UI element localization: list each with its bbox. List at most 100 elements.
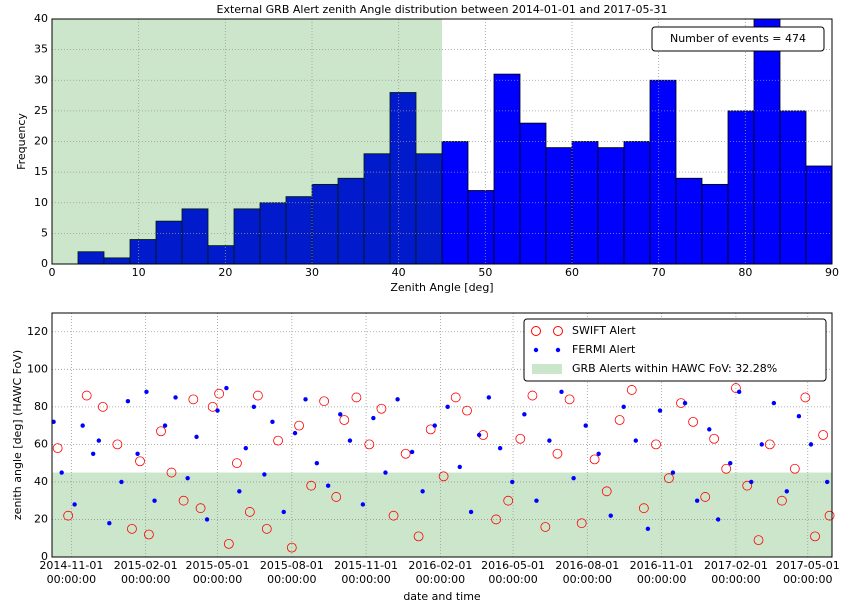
point [90, 451, 96, 456]
point [534, 498, 539, 503]
point [224, 385, 229, 391]
point [438, 471, 449, 482]
y-tick-label: 20 [34, 512, 48, 525]
point [663, 473, 674, 484]
point [808, 442, 814, 447]
point [764, 439, 775, 450]
point [657, 408, 663, 413]
point [207, 401, 218, 412]
y-tick-label: 15 [34, 165, 48, 178]
point [425, 424, 436, 435]
x-tick-label: 70 [652, 266, 666, 279]
point [325, 483, 331, 488]
bar [727, 110, 755, 265]
point [753, 535, 764, 546]
bar [389, 92, 417, 265]
bar [129, 239, 157, 265]
annotation: Number of events = 474 [670, 32, 806, 45]
legend-label: SWIFT Alert [572, 324, 636, 337]
x-tick-label: 2016-02-01 00:00:00 [408, 559, 472, 586]
point [559, 389, 564, 395]
point [688, 416, 699, 427]
point [243, 445, 248, 451]
x-tick-label: 2016-08-01 00:00:00 [555, 559, 619, 586]
point [540, 522, 551, 532]
point [450, 392, 461, 403]
y-axis-label: Frequency [15, 113, 28, 170]
x-tick-label: 2014-11-01 00:00:00 [39, 559, 103, 586]
point [286, 542, 297, 553]
point [608, 513, 613, 518]
point [796, 414, 802, 419]
point [63, 510, 74, 521]
point [204, 517, 210, 522]
point [292, 430, 298, 436]
bar [259, 202, 287, 265]
bar [519, 122, 547, 265]
point [371, 415, 376, 421]
point [125, 399, 131, 404]
x-tick-label: 2015-11-01 00:00:00 [334, 559, 398, 586]
plot-frame [51, 18, 833, 265]
bar [805, 165, 833, 265]
chart-title: External GRB Alert zenith Angle distribu… [217, 3, 668, 16]
point [621, 404, 626, 410]
fov-span [52, 472, 832, 557]
point [700, 492, 711, 502]
point [789, 463, 800, 474]
y-tick-label: 5 [41, 226, 48, 239]
point [707, 427, 712, 432]
point [800, 392, 811, 403]
point [112, 439, 123, 450]
x-tick-label: 2017-02-01 00:00:00 [704, 559, 768, 586]
point [824, 479, 830, 485]
y-tick-label: 0 [41, 550, 48, 563]
y-tick-label: 20 [34, 135, 48, 148]
y-tick-label: 35 [34, 43, 48, 56]
point [347, 438, 353, 443]
point [633, 438, 638, 443]
point [409, 449, 415, 455]
point [503, 495, 514, 506]
point [486, 395, 492, 400]
point [583, 423, 588, 428]
point [364, 439, 375, 450]
point [497, 445, 503, 451]
x-tick-label: 2017-05-01 00:00:00 [776, 559, 840, 586]
point [351, 392, 362, 403]
point [339, 415, 350, 425]
point [645, 526, 651, 532]
point [185, 475, 190, 481]
x-tick-label: 2015-08-01 00:00:00 [260, 559, 324, 586]
y-tick-label: 40 [34, 475, 48, 488]
point [749, 479, 754, 485]
x-tick-label: 2015-05-01 00:00:00 [186, 559, 250, 586]
annotation-box [651, 26, 825, 52]
legend-label: FERMI Alert [572, 343, 636, 356]
point [388, 510, 399, 521]
bar [337, 177, 365, 265]
plot-frame [51, 312, 833, 558]
point [522, 412, 527, 417]
point [152, 498, 157, 503]
y-tick-label: 10 [34, 196, 48, 209]
point [810, 531, 820, 542]
point [694, 498, 700, 503]
point [771, 400, 777, 406]
point [214, 388, 225, 399]
x-tick-label: 20 [218, 266, 232, 279]
point [166, 467, 177, 478]
legend-swatch [532, 364, 562, 374]
point [468, 509, 474, 515]
x-tick-label: 0 [49, 266, 56, 279]
bar [545, 147, 573, 265]
point [784, 489, 789, 494]
y-tick-label: 40 [34, 12, 48, 25]
point [395, 397, 400, 402]
x-tick-label: 2016-11-01 00:00:00 [630, 559, 694, 586]
legend-marker [555, 347, 561, 353]
x-axis-label: date and time [403, 590, 481, 603]
point [731, 383, 741, 393]
point [462, 405, 472, 416]
point [281, 509, 286, 515]
